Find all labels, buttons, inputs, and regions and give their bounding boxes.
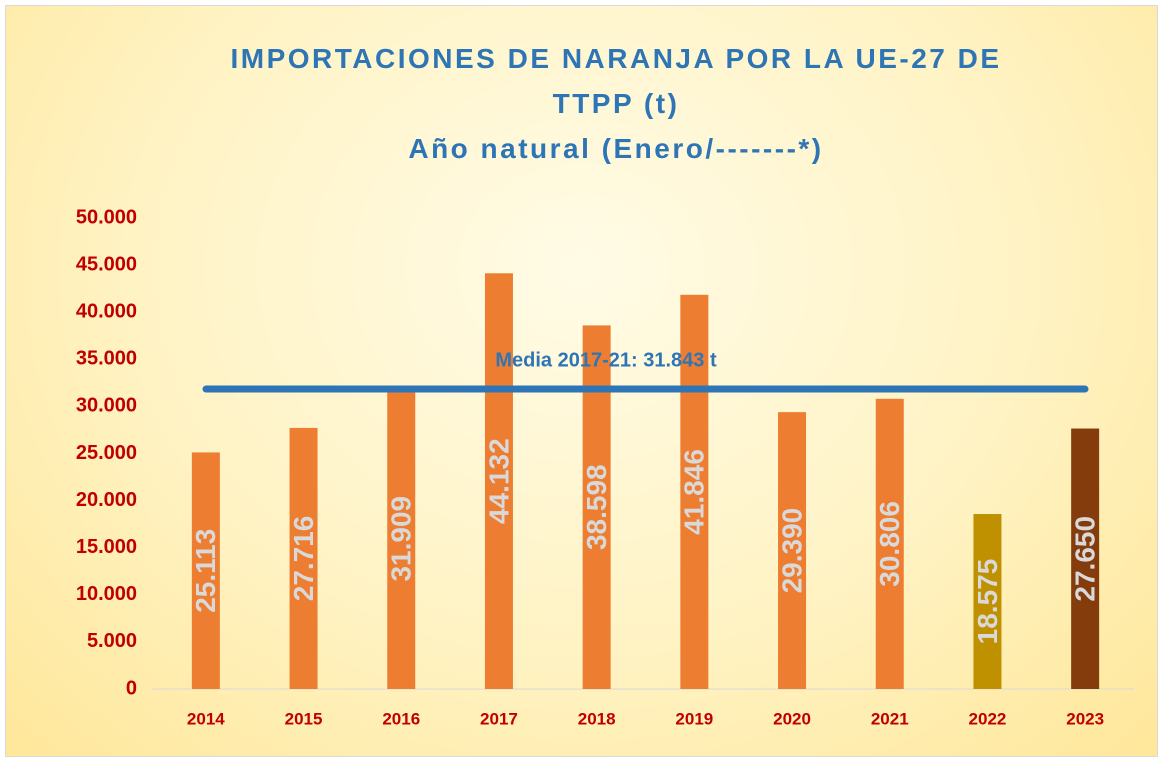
y-tick-label: 15.000 bbox=[76, 536, 137, 558]
bar bbox=[680, 294, 709, 689]
y-tick-label: 50.000 bbox=[76, 206, 137, 228]
data-label: 27.716 bbox=[288, 516, 319, 602]
data-label: 30.806 bbox=[874, 501, 905, 587]
bar bbox=[1071, 428, 1100, 689]
x-tick-label: 2018 bbox=[578, 709, 616, 728]
y-tick-label: 5.000 bbox=[87, 630, 137, 652]
y-tick-label: 0 bbox=[126, 677, 137, 699]
x-tick-label: 2016 bbox=[382, 709, 420, 728]
title-block: IMPORTACIONES DE NARANJA POR LA UE-27 DE… bbox=[216, 36, 1016, 171]
x-tick-label: 2022 bbox=[969, 709, 1007, 728]
data-label: 29.390 bbox=[776, 508, 807, 594]
bar bbox=[289, 427, 318, 689]
bar bbox=[484, 273, 513, 689]
y-tick-label: 30.000 bbox=[76, 395, 137, 417]
y-tick-label: 40.000 bbox=[76, 300, 137, 322]
chart-area: IMPORTACIONES DE NARANJA POR LA UE-27 DE… bbox=[5, 5, 1158, 757]
bar bbox=[387, 388, 416, 689]
y-tick-label: 25.000 bbox=[76, 442, 137, 464]
x-tick-label: 2023 bbox=[1066, 709, 1104, 728]
bar bbox=[875, 398, 904, 689]
x-tick-label: 2017 bbox=[480, 709, 518, 728]
bar bbox=[778, 412, 807, 689]
x-tick-label: 2021 bbox=[871, 709, 909, 728]
reference-label: Media 2017-21: 31.843 t bbox=[495, 349, 717, 371]
chart: 0 5.000 10.000 15.000 20.000 25.000 30.000 35.0… bbox=[76, 206, 1134, 728]
y-tick-label: 35.000 bbox=[76, 348, 137, 370]
data-label: 31.909 bbox=[386, 496, 417, 582]
bar bbox=[973, 514, 1002, 689]
data-label: 44.132 bbox=[483, 438, 514, 524]
y-tick-label: 20.000 bbox=[76, 489, 137, 511]
x-tick-label: 2015 bbox=[285, 709, 323, 728]
data-label: 27.650 bbox=[1070, 516, 1101, 602]
bar bbox=[191, 452, 220, 689]
data-label: 41.846 bbox=[679, 449, 710, 535]
x-tick-label: 2019 bbox=[675, 709, 713, 728]
data-label: 25.113 bbox=[190, 529, 221, 613]
x-tick-label: 2014 bbox=[187, 709, 225, 728]
data-label: 18.575 bbox=[972, 559, 1003, 645]
chart-title: IMPORTACIONES DE NARANJA POR LA UE-27 DE… bbox=[230, 43, 1002, 119]
chart-subtitle: Año natural (Enero/-------*) bbox=[408, 133, 824, 164]
data-label: 38.598 bbox=[581, 464, 612, 550]
y-tick-label: 45.000 bbox=[76, 253, 137, 275]
x-tick-label: 2020 bbox=[773, 709, 811, 728]
y-tick-label: 10.000 bbox=[76, 583, 137, 605]
